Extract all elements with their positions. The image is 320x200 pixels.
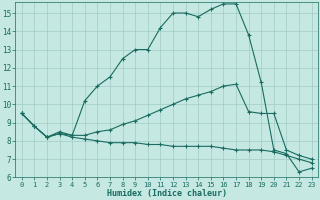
X-axis label: Humidex (Indice chaleur): Humidex (Indice chaleur) [107,189,227,198]
